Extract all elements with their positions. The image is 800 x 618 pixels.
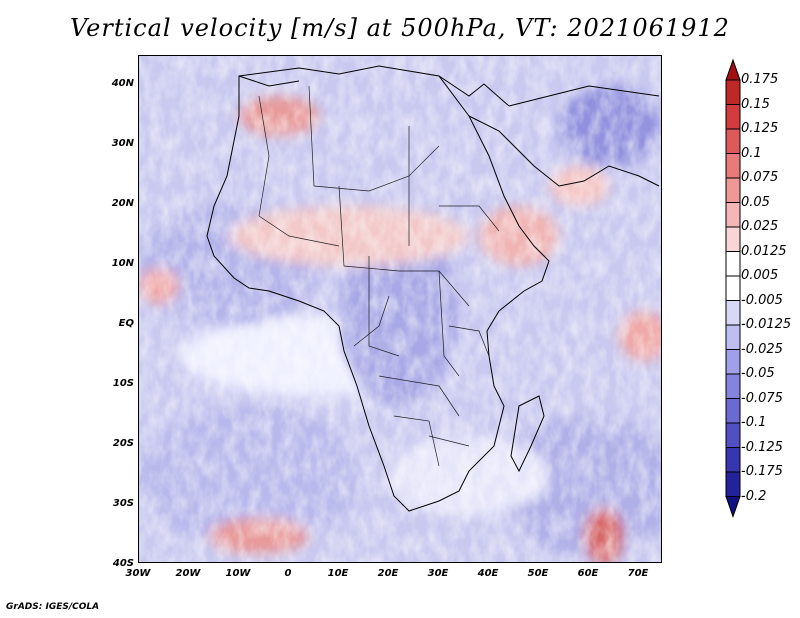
colorbar-label: 0.005: [741, 268, 779, 283]
colorbar-arrow-top: [725, 58, 741, 81]
colorbar-label: -0.175: [741, 464, 783, 479]
country-borders: [258, 85, 500, 467]
colorbar-segment: [725, 373, 741, 399]
colorbar-segment: [725, 202, 741, 228]
colorbar-segment: [725, 300, 741, 326]
colorbar-label: 0.025: [741, 219, 779, 234]
velocity-map: [139, 56, 661, 562]
colorbar-label: 0.175: [741, 72, 779, 87]
lat-label-10n: 10N: [111, 258, 134, 269]
colorbar-segment: [725, 153, 741, 179]
colorbar-segment: [725, 447, 741, 473]
colorbar-segment: [725, 471, 741, 497]
lon-label-30e: 30E: [427, 568, 449, 579]
colorbar-label: 0.075: [741, 170, 779, 185]
lat-label-40n: 40N: [111, 78, 134, 89]
colorbar-label: -0.1: [741, 415, 767, 430]
lon-label-10e: 10E: [327, 568, 349, 579]
map-frame: [138, 55, 662, 563]
colorbar-segment: [725, 177, 741, 203]
colorbar-label: 0.05: [741, 194, 770, 210]
lat-label-30s: 30S: [112, 498, 134, 509]
colorbar-segment: [725, 226, 741, 252]
lon-label-40e: 40E: [477, 568, 499, 579]
colorbar-label: -0.075: [741, 390, 783, 406]
coastlines: [206, 65, 660, 512]
lon-label-20w: 20W: [175, 568, 201, 579]
colorbar-label: 0.15: [741, 96, 770, 112]
colorbar-segment: [725, 349, 741, 375]
colorbar-label: 0.125: [741, 121, 779, 136]
footer-credit: GrADS: IGES/COLA: [6, 602, 100, 612]
colorbar-segment: [725, 251, 741, 277]
colorbar-segment: [725, 79, 741, 105]
colorbar-label: -0.2: [741, 488, 767, 504]
colorbar-label: -0.05: [741, 366, 775, 381]
colorbar-label: -0.005: [741, 292, 783, 308]
lon-label-50e: 50E: [527, 568, 549, 579]
colorbar-segment: [725, 422, 741, 448]
lon-label-60e: 60E: [577, 568, 599, 579]
lat-label-20n: 20N: [111, 198, 134, 209]
lon-label-10w: 10W: [225, 568, 251, 579]
lon-label-0: 0: [284, 568, 292, 579]
field-texture: [139, 56, 661, 562]
colorbar-arrow-bottom: [725, 496, 741, 519]
colorbar-segment: [725, 398, 741, 424]
colorbar: [725, 58, 741, 519]
lat-label-30n: 30N: [111, 138, 134, 149]
colorbar-segment: [725, 128, 741, 154]
colorbar-label: 0.0125: [741, 243, 787, 259]
colorbar-label: -0.0125: [741, 317, 792, 332]
lat-label-eq: EQ: [118, 318, 134, 329]
lon-label-70e: 70E: [627, 568, 649, 579]
colorbar-segment: [725, 275, 741, 301]
colorbar-label: -0.125: [741, 439, 783, 455]
lon-label-20e: 20E: [377, 568, 399, 579]
lon-label-30w: 30W: [125, 568, 151, 579]
colorbar-label: 0.1: [741, 145, 762, 161]
map-title: Vertical velocity [m/s] at 500hPa, VT: 2…: [70, 14, 730, 42]
lat-label-40s: 40S: [112, 558, 134, 569]
lat-label-20s: 20S: [112, 438, 134, 449]
colorbar-label: -0.025: [741, 341, 783, 357]
colorbar-segment: [725, 104, 741, 130]
lat-label-10s: 10S: [112, 378, 134, 389]
colorbar-segment: [725, 324, 741, 350]
